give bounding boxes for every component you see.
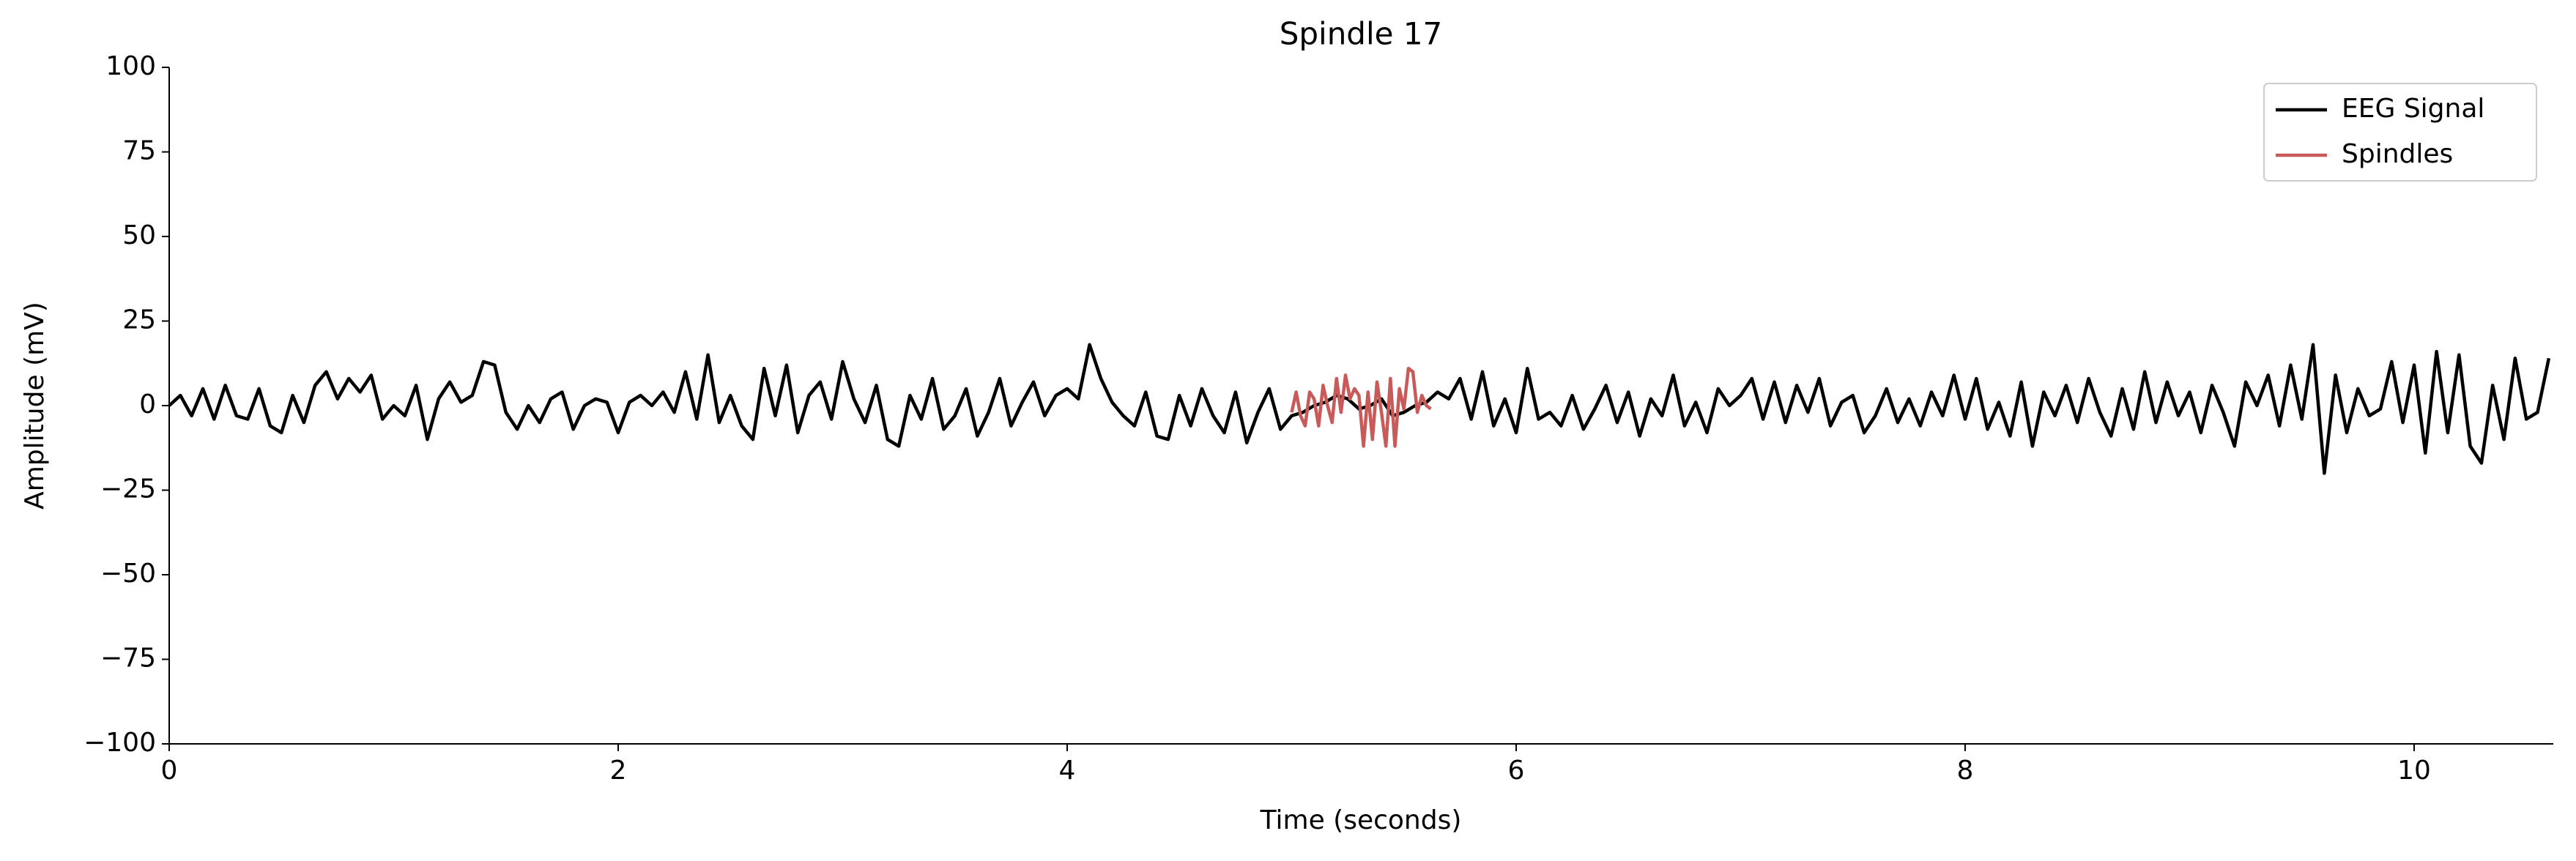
y-tick-label: −50 — [100, 559, 156, 589]
y-tick-label: 25 — [122, 305, 156, 335]
y-tick-label: −75 — [100, 644, 156, 674]
legend-label: Spindles — [2342, 139, 2453, 169]
x-tick-label: 4 — [1059, 756, 1076, 786]
x-tick-label: 8 — [1957, 756, 1974, 786]
y-tick-label: 75 — [122, 136, 156, 166]
y-tick-label: 0 — [139, 390, 156, 420]
x-tick-label: 2 — [610, 756, 627, 786]
y-tick-label: 50 — [122, 220, 156, 250]
y-tick-label: 100 — [105, 51, 156, 81]
x-tick-label: 10 — [2397, 756, 2431, 786]
chart-title: Spindle 17 — [1280, 16, 1443, 52]
x-tick-label: 6 — [1508, 756, 1525, 786]
x-axis-label: Time (seconds) — [1260, 805, 1462, 835]
y-tick-label: −25 — [100, 474, 156, 504]
legend-box — [2263, 83, 2537, 182]
line-series — [1290, 366, 1432, 448]
legend-label: EEG Signal — [2342, 94, 2484, 124]
y-axis-label: Amplitude (mV) — [20, 302, 50, 510]
y-tick-label: −100 — [83, 728, 156, 758]
x-tick-label: 0 — [161, 756, 178, 786]
